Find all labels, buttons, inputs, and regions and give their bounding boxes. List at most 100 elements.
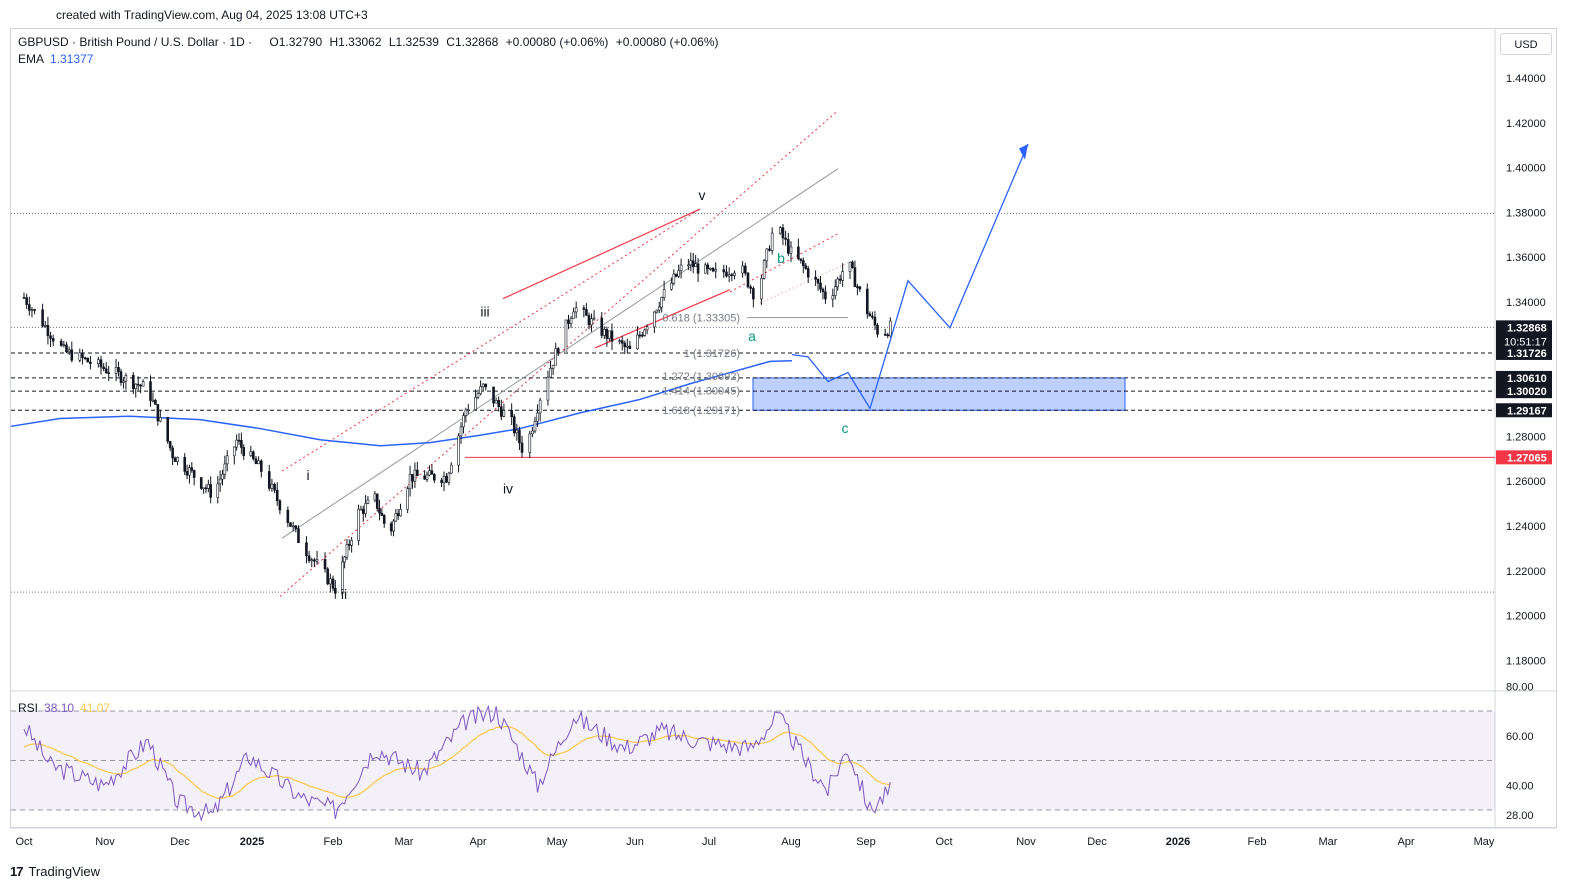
candle-body — [183, 457, 187, 472]
candle-body — [433, 473, 436, 481]
candle-body — [814, 276, 817, 280]
candle-body — [689, 260, 693, 266]
candle-body — [549, 368, 552, 378]
price-tag-bg — [1496, 384, 1552, 399]
candle-body — [359, 508, 363, 511]
y-tick-label: 1.36000 — [1506, 252, 1546, 264]
price-tag-label: 1.30020 — [1507, 386, 1547, 398]
candle-body — [289, 522, 292, 527]
x-tick-label: 2025 — [240, 836, 264, 848]
candle-body — [626, 345, 629, 348]
candle-body — [564, 319, 568, 354]
price-tag-label: 1.30610 — [1507, 373, 1547, 385]
candle-body — [430, 470, 434, 475]
candle-body — [65, 344, 68, 353]
x-tick-label: Nov — [1016, 836, 1036, 848]
candle-body — [883, 333, 887, 336]
candle-body — [122, 380, 125, 383]
price-tag-label: 1.27065 — [1507, 452, 1547, 464]
candle-body — [442, 475, 446, 483]
candle-body — [618, 340, 621, 342]
candle-body — [329, 578, 332, 585]
candle-body — [569, 318, 573, 324]
candle-body — [399, 508, 402, 517]
change-value-2: +0.00080 (+0.06%) — [615, 35, 719, 49]
candle-body — [28, 304, 31, 311]
candle-body — [25, 297, 28, 305]
x-tick-label: Sep — [856, 836, 876, 848]
candle-body — [235, 439, 238, 448]
price-tag-label: 1.32868 — [1507, 322, 1547, 334]
candle-body — [605, 329, 609, 339]
candle-body — [423, 475, 426, 480]
rsi-legend[interactable]: RSI 38.10 41.07 — [18, 701, 110, 715]
fib-label: 1.618 (1.29171) — [662, 405, 740, 417]
candle-body — [257, 460, 260, 465]
candle-body — [592, 317, 596, 320]
candle-body — [799, 258, 803, 261]
candle-body — [375, 493, 379, 509]
candle-body — [141, 381, 145, 387]
candle-body — [762, 260, 766, 279]
candle-body — [687, 264, 690, 267]
x-tick-label: Jul — [702, 836, 716, 848]
candle-body — [538, 399, 542, 414]
ema-legend[interactable]: EMA 1.31377 — [18, 52, 93, 66]
candle-body — [733, 272, 736, 276]
candle-body — [608, 330, 611, 339]
candle-body — [389, 523, 393, 532]
candle-body — [679, 264, 683, 271]
candle-body — [347, 544, 351, 546]
price-tag-label: 1.29167 — [1507, 405, 1547, 417]
candle-body — [331, 578, 335, 589]
candle-body — [848, 261, 852, 272]
candle-body — [373, 493, 377, 501]
candle-body — [218, 478, 222, 485]
candle-body — [440, 479, 443, 483]
candle-body — [119, 371, 123, 383]
candle-body — [533, 421, 537, 432]
candle-body — [585, 309, 588, 316]
candle-body — [294, 525, 298, 529]
x-tick-label: Dec — [170, 836, 190, 848]
x-tick-label: Oct — [935, 836, 952, 848]
candle-body — [457, 435, 460, 466]
candle-body — [149, 381, 152, 401]
candle-body — [259, 460, 263, 472]
footer: 17 TradingView — [10, 864, 100, 879]
candle-body — [41, 309, 44, 327]
price-tag-bg — [1496, 320, 1552, 349]
candle-body — [357, 508, 360, 541]
candle-body — [670, 282, 673, 290]
candle-body — [237, 439, 241, 442]
candle-body — [497, 400, 501, 408]
y-tick-label: 1.42000 — [1506, 118, 1546, 130]
candle-body — [254, 458, 258, 465]
currency-button[interactable]: USD — [1500, 33, 1552, 55]
candle-body — [291, 525, 295, 528]
candle-body — [510, 410, 513, 417]
candle-body — [677, 270, 680, 277]
candle-body — [640, 334, 644, 337]
candle-body — [275, 489, 279, 501]
open-value: O1.32790 — [269, 35, 323, 49]
candle-body — [778, 227, 782, 234]
tradingview-logo-icon: 17 — [10, 864, 24, 879]
candle-body — [176, 457, 179, 462]
x-tick-label: May — [1474, 836, 1495, 848]
candle-body — [350, 540, 353, 546]
price-tag-bg — [1496, 370, 1552, 385]
rsi-ma-value: 41.07 — [80, 701, 111, 715]
candle-body — [323, 559, 327, 570]
fib-label: 1 (1.31726) — [684, 348, 740, 360]
candle-body — [464, 409, 468, 416]
candle-body — [89, 361, 92, 364]
x-tick-label: May — [547, 836, 568, 848]
candle-body — [273, 483, 276, 491]
candle-body — [841, 271, 844, 281]
symbol-legend[interactable]: GBPUSD · British Pound / U.S. Dollar · 1… — [18, 35, 723, 49]
candle-body — [204, 487, 208, 490]
candle-body — [838, 278, 842, 281]
candle-body — [691, 260, 695, 268]
